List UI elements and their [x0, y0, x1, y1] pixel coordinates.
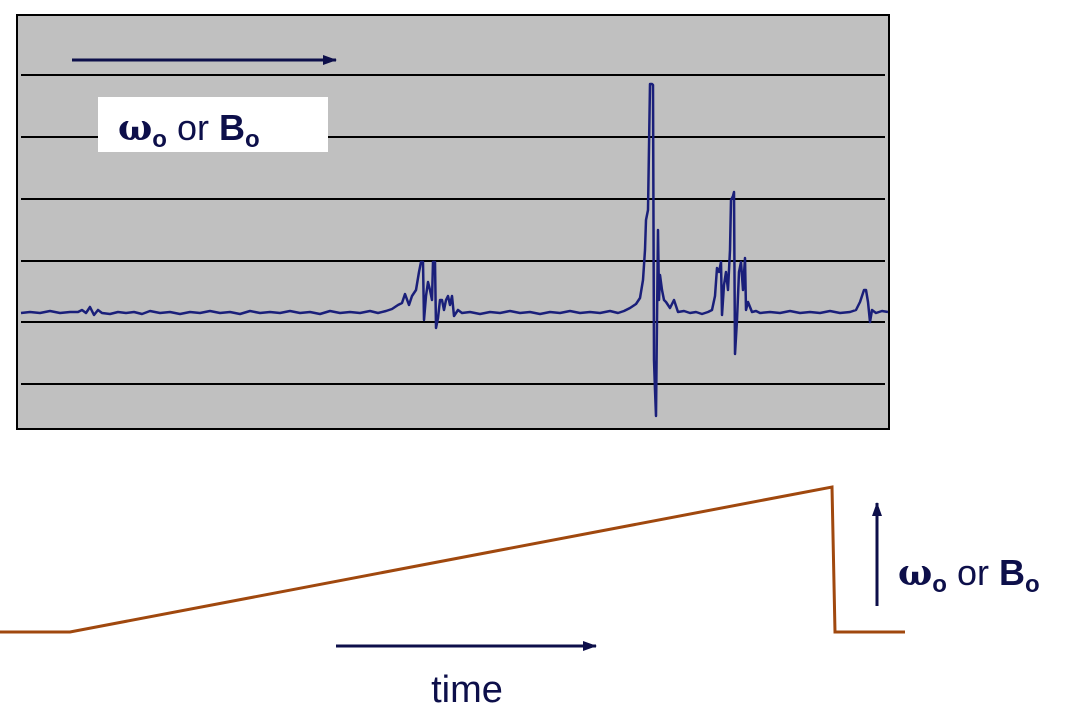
- or-text: or: [177, 107, 209, 148]
- field-ramp: [0, 485, 905, 634]
- b-subscript: o: [245, 126, 260, 153]
- b-subscript: o: [1025, 571, 1040, 598]
- top-label-box: [98, 97, 328, 152]
- sweep-panel: ωo or Bo time: [0, 485, 1040, 705]
- omega-subscript: o: [152, 126, 167, 153]
- omega-symbol: ω: [118, 107, 152, 149]
- spectrum-panel: ωo or Bo: [16, 14, 890, 430]
- spectrum-inner: [21, 19, 885, 425]
- omega-symbol: ω: [898, 552, 932, 594]
- spectrum-trace: [20, 82, 889, 418]
- or-text: or: [957, 552, 989, 593]
- b-symbol: B: [219, 107, 245, 148]
- top-label: ωo or Bo: [118, 107, 260, 153]
- omega-subscript: o: [932, 571, 947, 598]
- time-label: time: [431, 669, 503, 705]
- b-symbol: B: [999, 552, 1025, 593]
- right-label: ωo or Bo: [898, 552, 1040, 598]
